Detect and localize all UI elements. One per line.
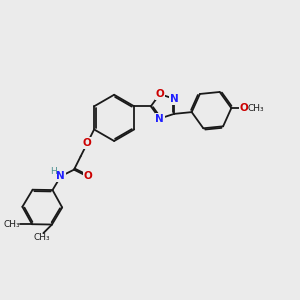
Text: O: O <box>83 138 92 148</box>
Text: O: O <box>240 103 248 113</box>
Text: CH₃: CH₃ <box>33 233 50 242</box>
Text: N: N <box>155 113 164 124</box>
Text: N: N <box>56 171 65 181</box>
Text: O: O <box>155 89 164 99</box>
Text: CH₃: CH₃ <box>247 103 264 112</box>
Text: H: H <box>50 167 57 176</box>
Text: CH₃: CH₃ <box>4 220 20 229</box>
Text: N: N <box>170 94 178 104</box>
Text: O: O <box>84 171 93 181</box>
